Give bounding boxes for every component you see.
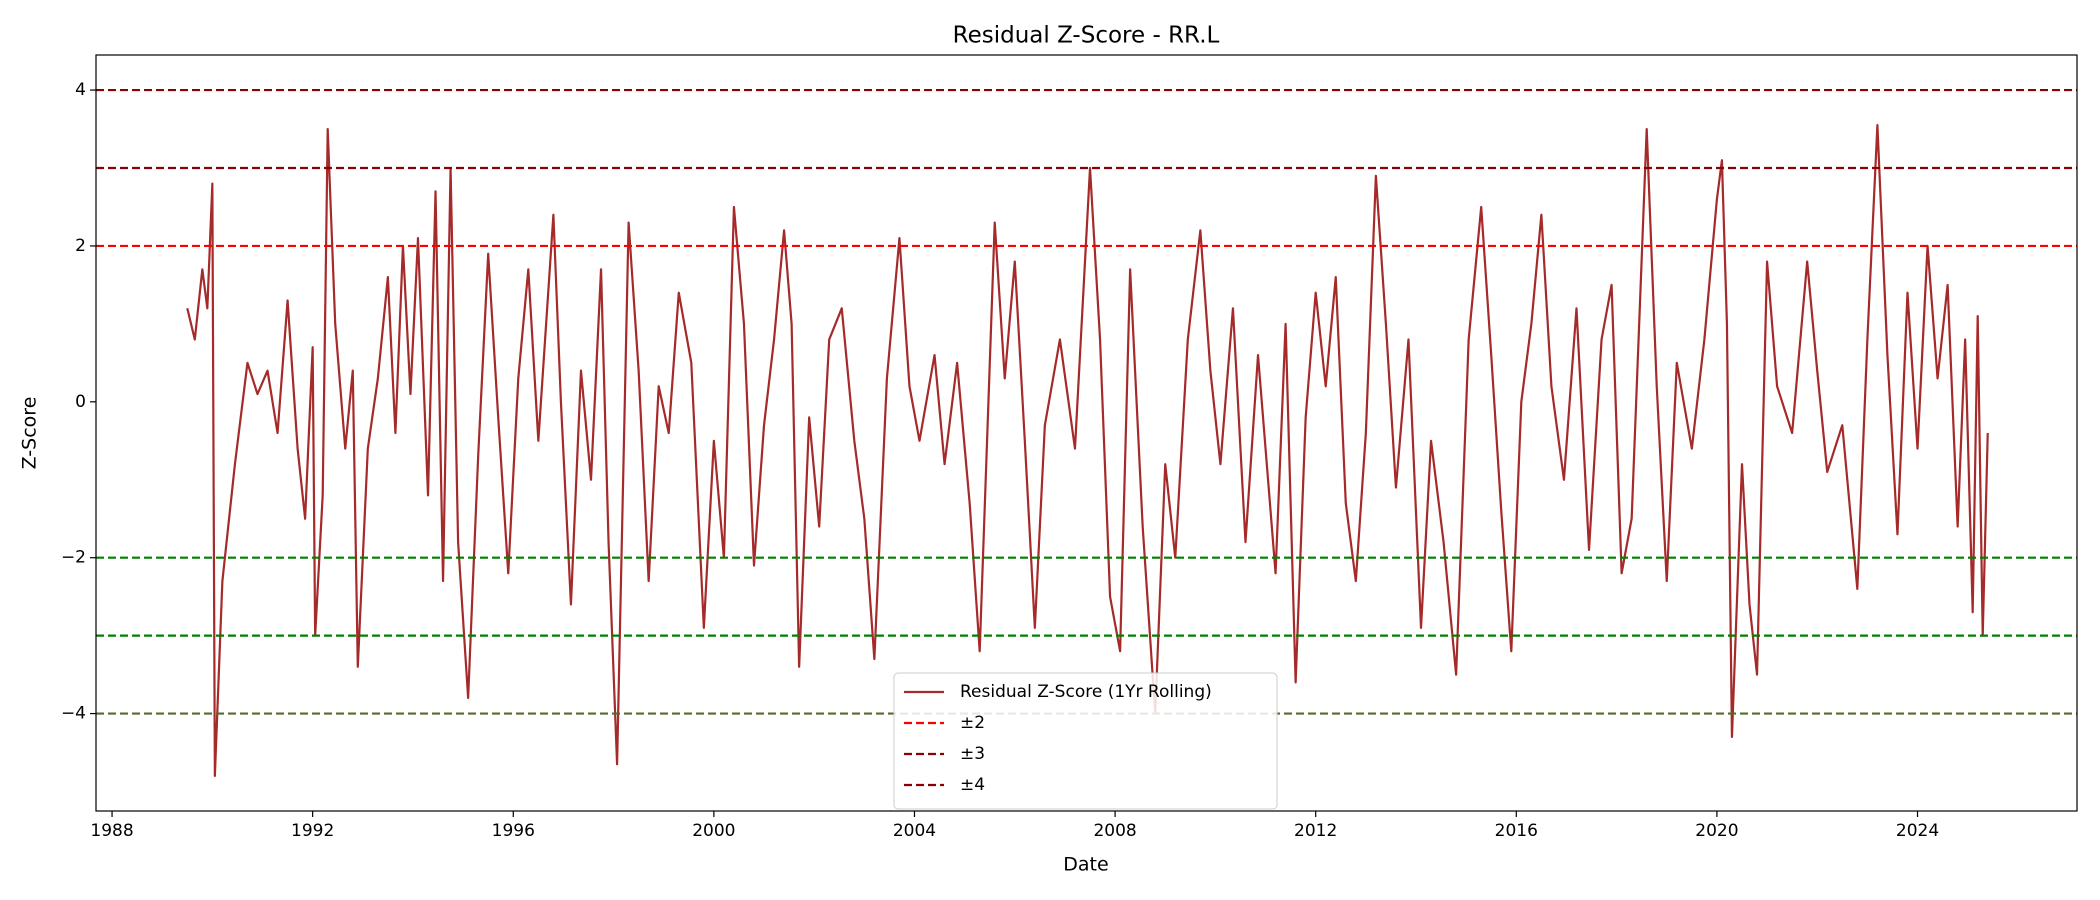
y-tick-label: −4 — [61, 704, 86, 724]
legend-label: ±3 — [960, 744, 985, 764]
x-tick-label: 1996 — [492, 821, 535, 841]
x-tick-label: 2016 — [1495, 821, 1538, 841]
y-tick-label: −2 — [61, 548, 86, 568]
legend-box — [893, 672, 1278, 810]
x-axis-label: Date — [1063, 854, 1108, 876]
x-tick-label: 2004 — [893, 821, 936, 841]
y-tick-label: 4 — [75, 80, 86, 100]
y-tick-label: 0 — [75, 392, 86, 412]
plot-frame — [95, 54, 2078, 812]
x-tick-label: 2000 — [692, 821, 735, 841]
legend-label: ±4 — [960, 775, 985, 795]
x-tick-label: 1992 — [291, 821, 334, 841]
x-tick-label: 2024 — [1896, 821, 1939, 841]
x-tick-label: 1988 — [90, 821, 133, 841]
x-tick-label: 2012 — [1294, 821, 1337, 841]
x-tick-label: 2008 — [1093, 821, 1136, 841]
x-tick-label: 2020 — [1695, 821, 1738, 841]
y-axis-label: Z-Score — [19, 397, 41, 470]
chart-title: Residual Z-Score - RR.L — [953, 23, 1220, 49]
series-line — [186, 124, 1989, 778]
y-tick-label: 2 — [75, 236, 86, 256]
legend-label: Residual Z-Score (1Yr Rolling) — [960, 682, 1212, 702]
legend-label: ±2 — [960, 713, 985, 733]
